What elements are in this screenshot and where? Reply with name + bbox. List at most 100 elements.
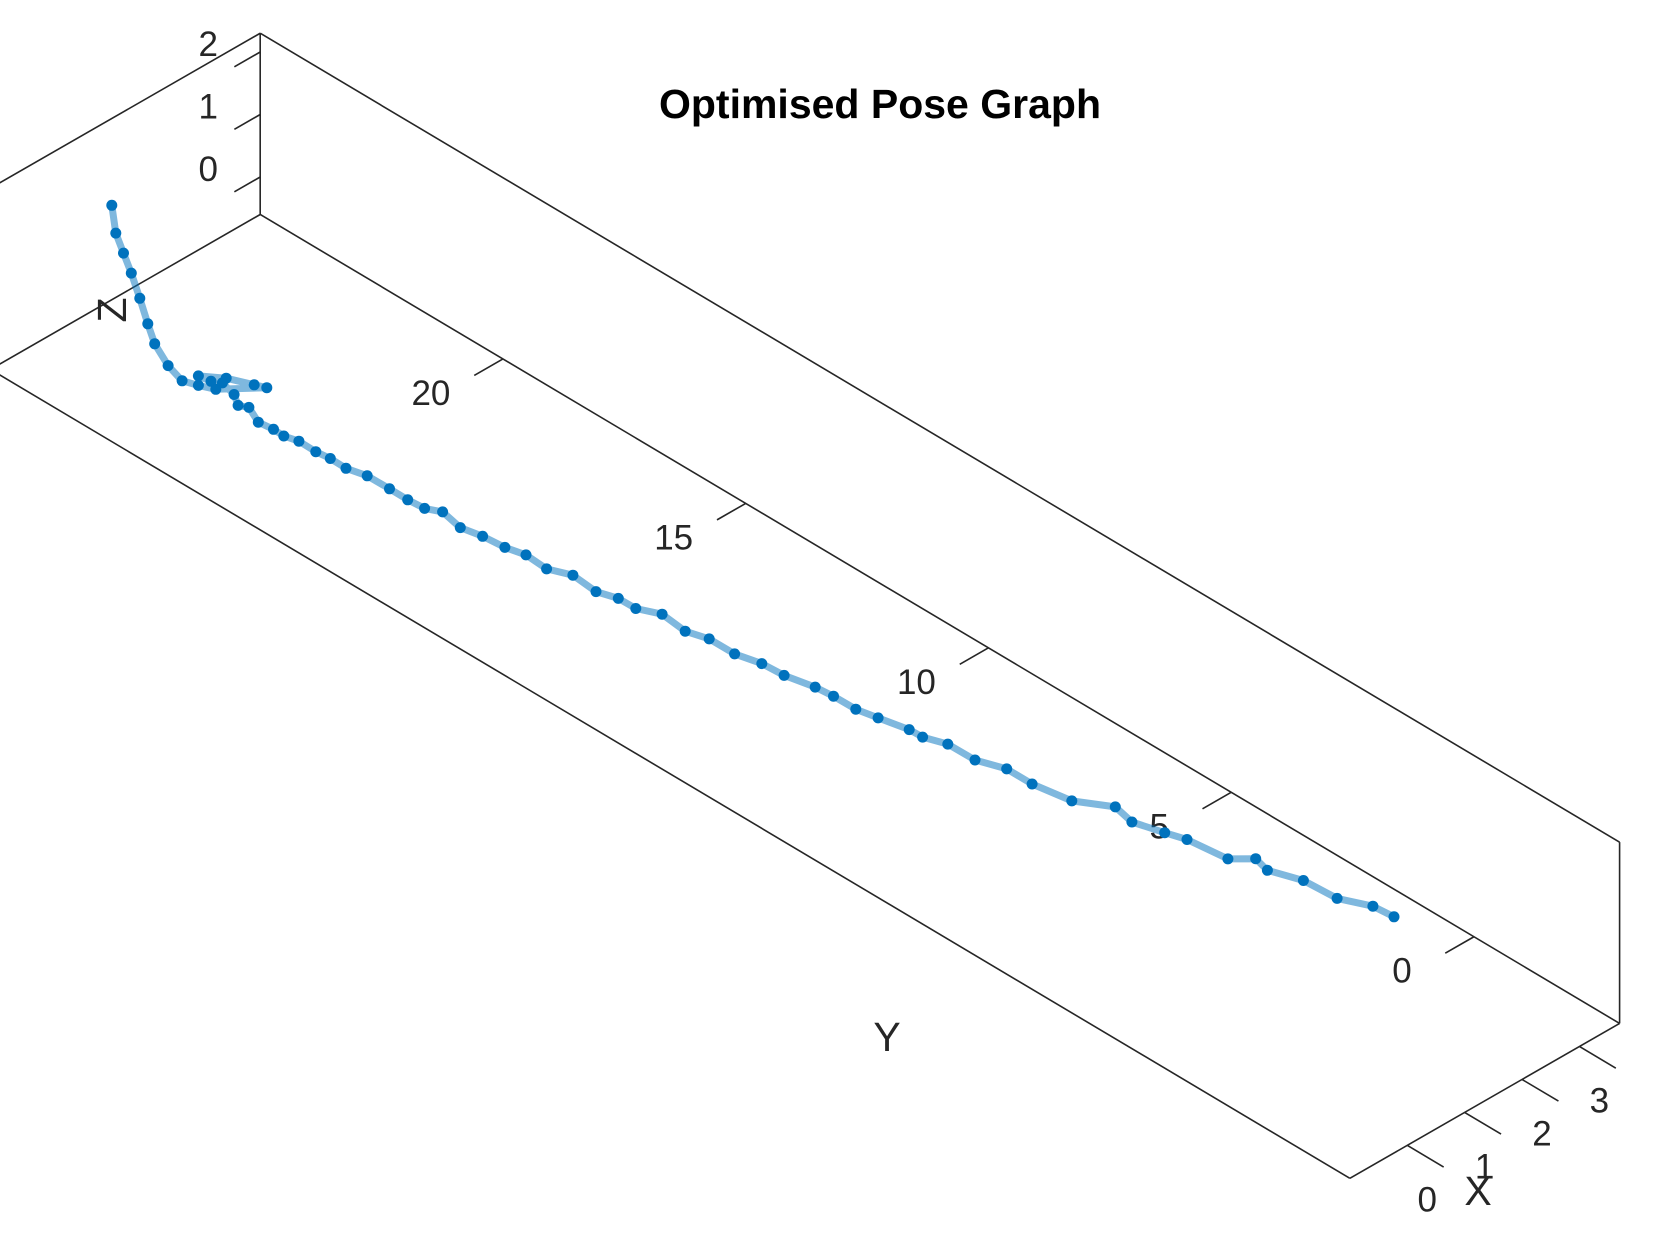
pose-node [850,703,862,715]
pose-node [261,382,273,394]
x-tick-mark [1406,1144,1445,1168]
pose-node [402,494,414,506]
pose-node [1026,778,1038,790]
trajectory-line [108,201,1398,921]
pose-node [243,401,255,413]
pose-node [437,506,449,518]
pose-node [149,338,161,350]
x-tick-label: 3 [1590,1081,1609,1120]
x-tick-label: 2 [1532,1114,1551,1153]
pose-node [612,592,624,604]
pose-node [903,724,915,736]
axes-edge [0,32,261,184]
x-tick-label: 0 [1418,1180,1437,1219]
pose-node [1126,816,1138,828]
chart-title: Optimised Pose Graph [659,81,1101,127]
pose-node [1388,911,1400,923]
axes-box [0,32,1621,1180]
pose-node [756,658,768,670]
pose-node [679,625,691,637]
pose-node [176,375,188,387]
axes-edge [0,213,261,365]
z-tick-mark [233,176,261,193]
pose-node [1066,795,1078,807]
pose-node [162,360,174,372]
pose-node [340,462,352,474]
pose-node [809,681,821,693]
axes-edge [0,374,1351,1180]
pose-node [1001,763,1013,775]
z-tick-label: 0 [198,150,217,189]
x-tick-mark [1579,1045,1617,1069]
y-axis-label: Y [873,1014,900,1060]
z-axis-label: Z [89,297,135,322]
pose-node [567,569,579,581]
pose-node [1250,853,1262,865]
y-tick-mark [473,358,504,377]
pose-node [1109,801,1121,813]
pose-node [1222,853,1234,865]
y-tick-mark [1202,791,1232,810]
pose-node [210,383,222,395]
pose-node [192,370,204,382]
pose-node [1297,875,1309,886]
y-tick-mark [716,502,747,521]
z-axis-ticks: 0 1 2 [198,25,261,193]
y-tick-label: 15 [654,518,693,557]
pose-node [703,633,715,645]
x-tick-mark [1464,1111,1502,1135]
pose-node [125,267,137,279]
pose-node [1181,834,1193,845]
pose-node [192,379,204,391]
z-tick-mark [233,51,261,68]
y-tick-label: 20 [411,374,450,413]
pose-node [541,563,553,575]
axes-edge [1349,1022,1620,1180]
pose-node [268,423,279,435]
pose-node [969,754,981,766]
pose-node [110,227,122,239]
y-tick-label: 0 [1392,952,1411,991]
pose-node [778,669,790,681]
pose-node [361,470,373,482]
pose-node [590,586,602,598]
axes-edge [259,32,1621,843]
pose-node [828,690,839,702]
z-tick-mark [233,113,261,131]
pose-node [917,731,929,743]
pose-node [520,549,532,561]
pose-node [293,435,305,447]
x-tick-label: 1 [1475,1147,1494,1186]
pose-node [142,318,154,330]
pose-node [729,648,741,660]
y-tick-label: 10 [897,663,936,702]
pose-node [1159,827,1171,839]
pose-node [499,541,511,553]
pose-node [232,399,244,411]
pose-node [1261,864,1273,876]
pose-node [477,530,489,542]
pose-node [630,603,642,614]
pose-node [419,502,431,514]
pose-node [656,608,668,620]
z-tick-label: 1 [198,87,217,126]
y-tick-mark [959,647,989,666]
pose-node [1367,900,1379,912]
pose-node [118,247,129,259]
pose-node [134,292,146,304]
pose-node [248,379,260,391]
pose-node [278,430,290,442]
pose-node [205,375,217,387]
pose-node [252,416,264,428]
pose-node [324,453,336,464]
trajectory [106,199,1400,923]
pose-node [106,199,118,211]
pose-node [1331,892,1343,904]
pose-node [942,738,954,750]
z-tick-label: 2 [198,25,217,64]
pose-node [384,483,395,495]
pose-node [872,712,884,724]
